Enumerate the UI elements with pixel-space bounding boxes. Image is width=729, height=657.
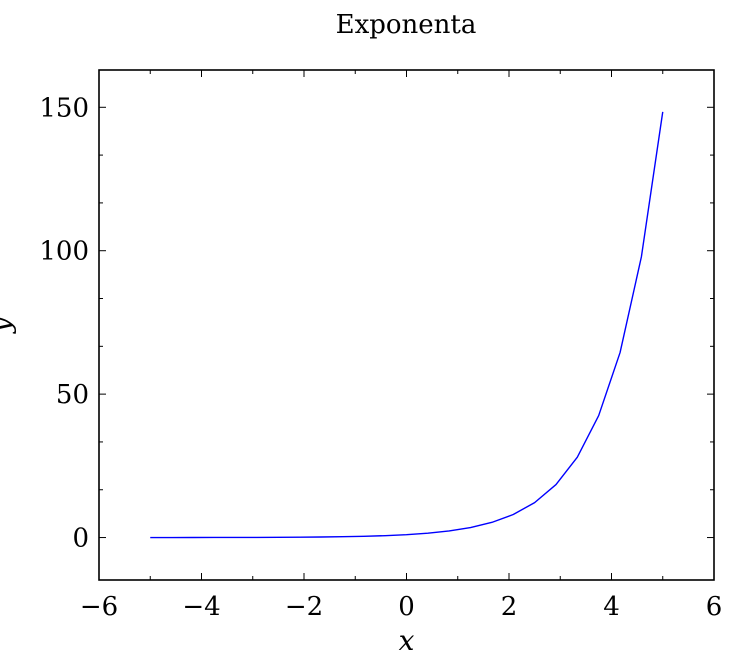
y-tick-label: 150 — [39, 93, 89, 123]
chart-title: Exponenta — [336, 10, 477, 40]
y-tick-label: 0 — [72, 524, 89, 554]
x-tick-label: 2 — [501, 592, 518, 622]
y-tick-label: 100 — [39, 237, 89, 267]
plot-area-frame — [98, 69, 715, 581]
series-line — [150, 111, 664, 539]
x-tick-label: −2 — [285, 592, 323, 622]
x-tick-label: 6 — [706, 592, 723, 622]
x-axis-label: x — [399, 624, 415, 657]
y-tick-label: 50 — [56, 380, 89, 410]
x-tick-label: 4 — [603, 592, 620, 622]
x-tick-label: −4 — [182, 592, 220, 622]
y-axis-label: y — [0, 316, 17, 335]
x-tick-label: −6 — [80, 592, 118, 622]
x-tick-label: 0 — [398, 592, 415, 622]
